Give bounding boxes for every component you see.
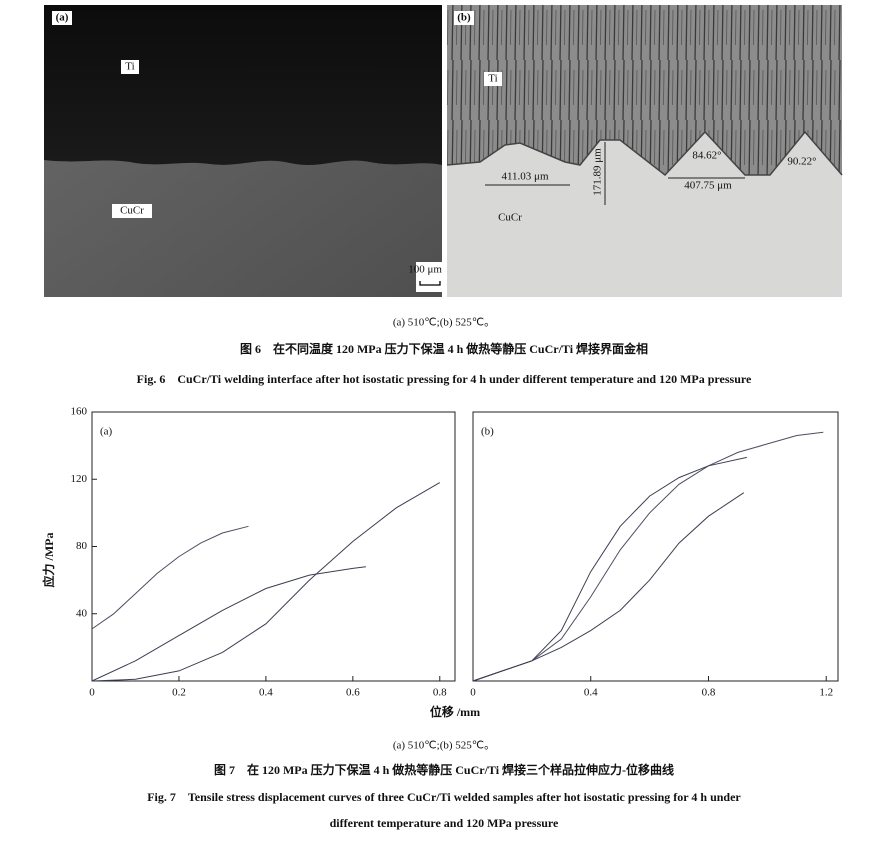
caption-en: different temperature and 120 MPa pressu… [330, 816, 559, 830]
curve [472, 492, 745, 682]
x-tick-label: 0 [470, 687, 476, 699]
panel-label: (a) [56, 12, 69, 24]
y-tick-label: 40 [76, 607, 88, 619]
y-tick-label: 80 [76, 540, 88, 552]
panel-label: (a) [100, 426, 113, 438]
caption-cn: 图 6 在不同温度 120 MPa 压力下保温 4 h 做热等静压 CuCr/T… [240, 341, 648, 356]
y-axis-label: 应力 /MPa [41, 533, 56, 588]
angle-label: 90.22° [787, 156, 816, 168]
micrograph-a: (a) Ti CuCr 100 μm [44, 5, 442, 297]
phase-label: CuCr [120, 205, 144, 217]
dimension-label: 171.89 μm [592, 148, 604, 196]
angle-label: 84.62° [692, 150, 721, 162]
x-tick-label: 0.4 [259, 687, 273, 699]
x-tick-label: 0.6 [346, 687, 360, 699]
phase-label: CuCr [498, 212, 522, 224]
micrograph-b: (b) Ti CuCr 411.03 μm 171.89 μm 407.75 μ… [446, 5, 843, 297]
panel-label: (b) [457, 12, 471, 24]
subcaption: (a) 510℃;(b) 525℃。 [393, 317, 495, 329]
x-tick-label: 0.8 [433, 687, 447, 699]
x-tick-label: 0.8 [702, 687, 716, 699]
curve [472, 431, 824, 682]
subcaption: (a) 510℃;(b) 525℃。 [393, 740, 495, 752]
plot-frame [91, 411, 456, 682]
dimension-label: 407.75 μm [684, 180, 732, 192]
x-tick-label: 0 [89, 687, 95, 699]
curve [472, 456, 747, 682]
caption-cn: 图 7 在 120 MPa 压力下保温 4 h 做热等静压 CuCr/Ti 焊接… [214, 762, 674, 777]
phase-label: Ti [125, 61, 134, 73]
scale-bar-label: 100 μm [408, 264, 442, 276]
panel-label: (b) [481, 426, 494, 438]
x-tick-label: 0.4 [584, 687, 598, 699]
x-tick-label: 1.2 [819, 687, 833, 699]
y-tick-label: 160 [71, 406, 88, 418]
dimension-label: 411.03 μm [501, 171, 548, 183]
caption-en: Fig. 7 Tensile stress displacement curve… [147, 790, 741, 804]
curve [91, 566, 366, 682]
plot-frame [472, 411, 839, 682]
curve [91, 525, 249, 630]
curve [91, 482, 441, 682]
caption-en: Fig. 6 CuCr/Ti welding interface after h… [137, 372, 752, 386]
x-axis-label: 位移 /mm [430, 704, 480, 719]
x-tick-label: 0.2 [172, 687, 186, 699]
y-tick-label: 120 [71, 473, 88, 485]
phase-label: Ti [488, 73, 497, 85]
